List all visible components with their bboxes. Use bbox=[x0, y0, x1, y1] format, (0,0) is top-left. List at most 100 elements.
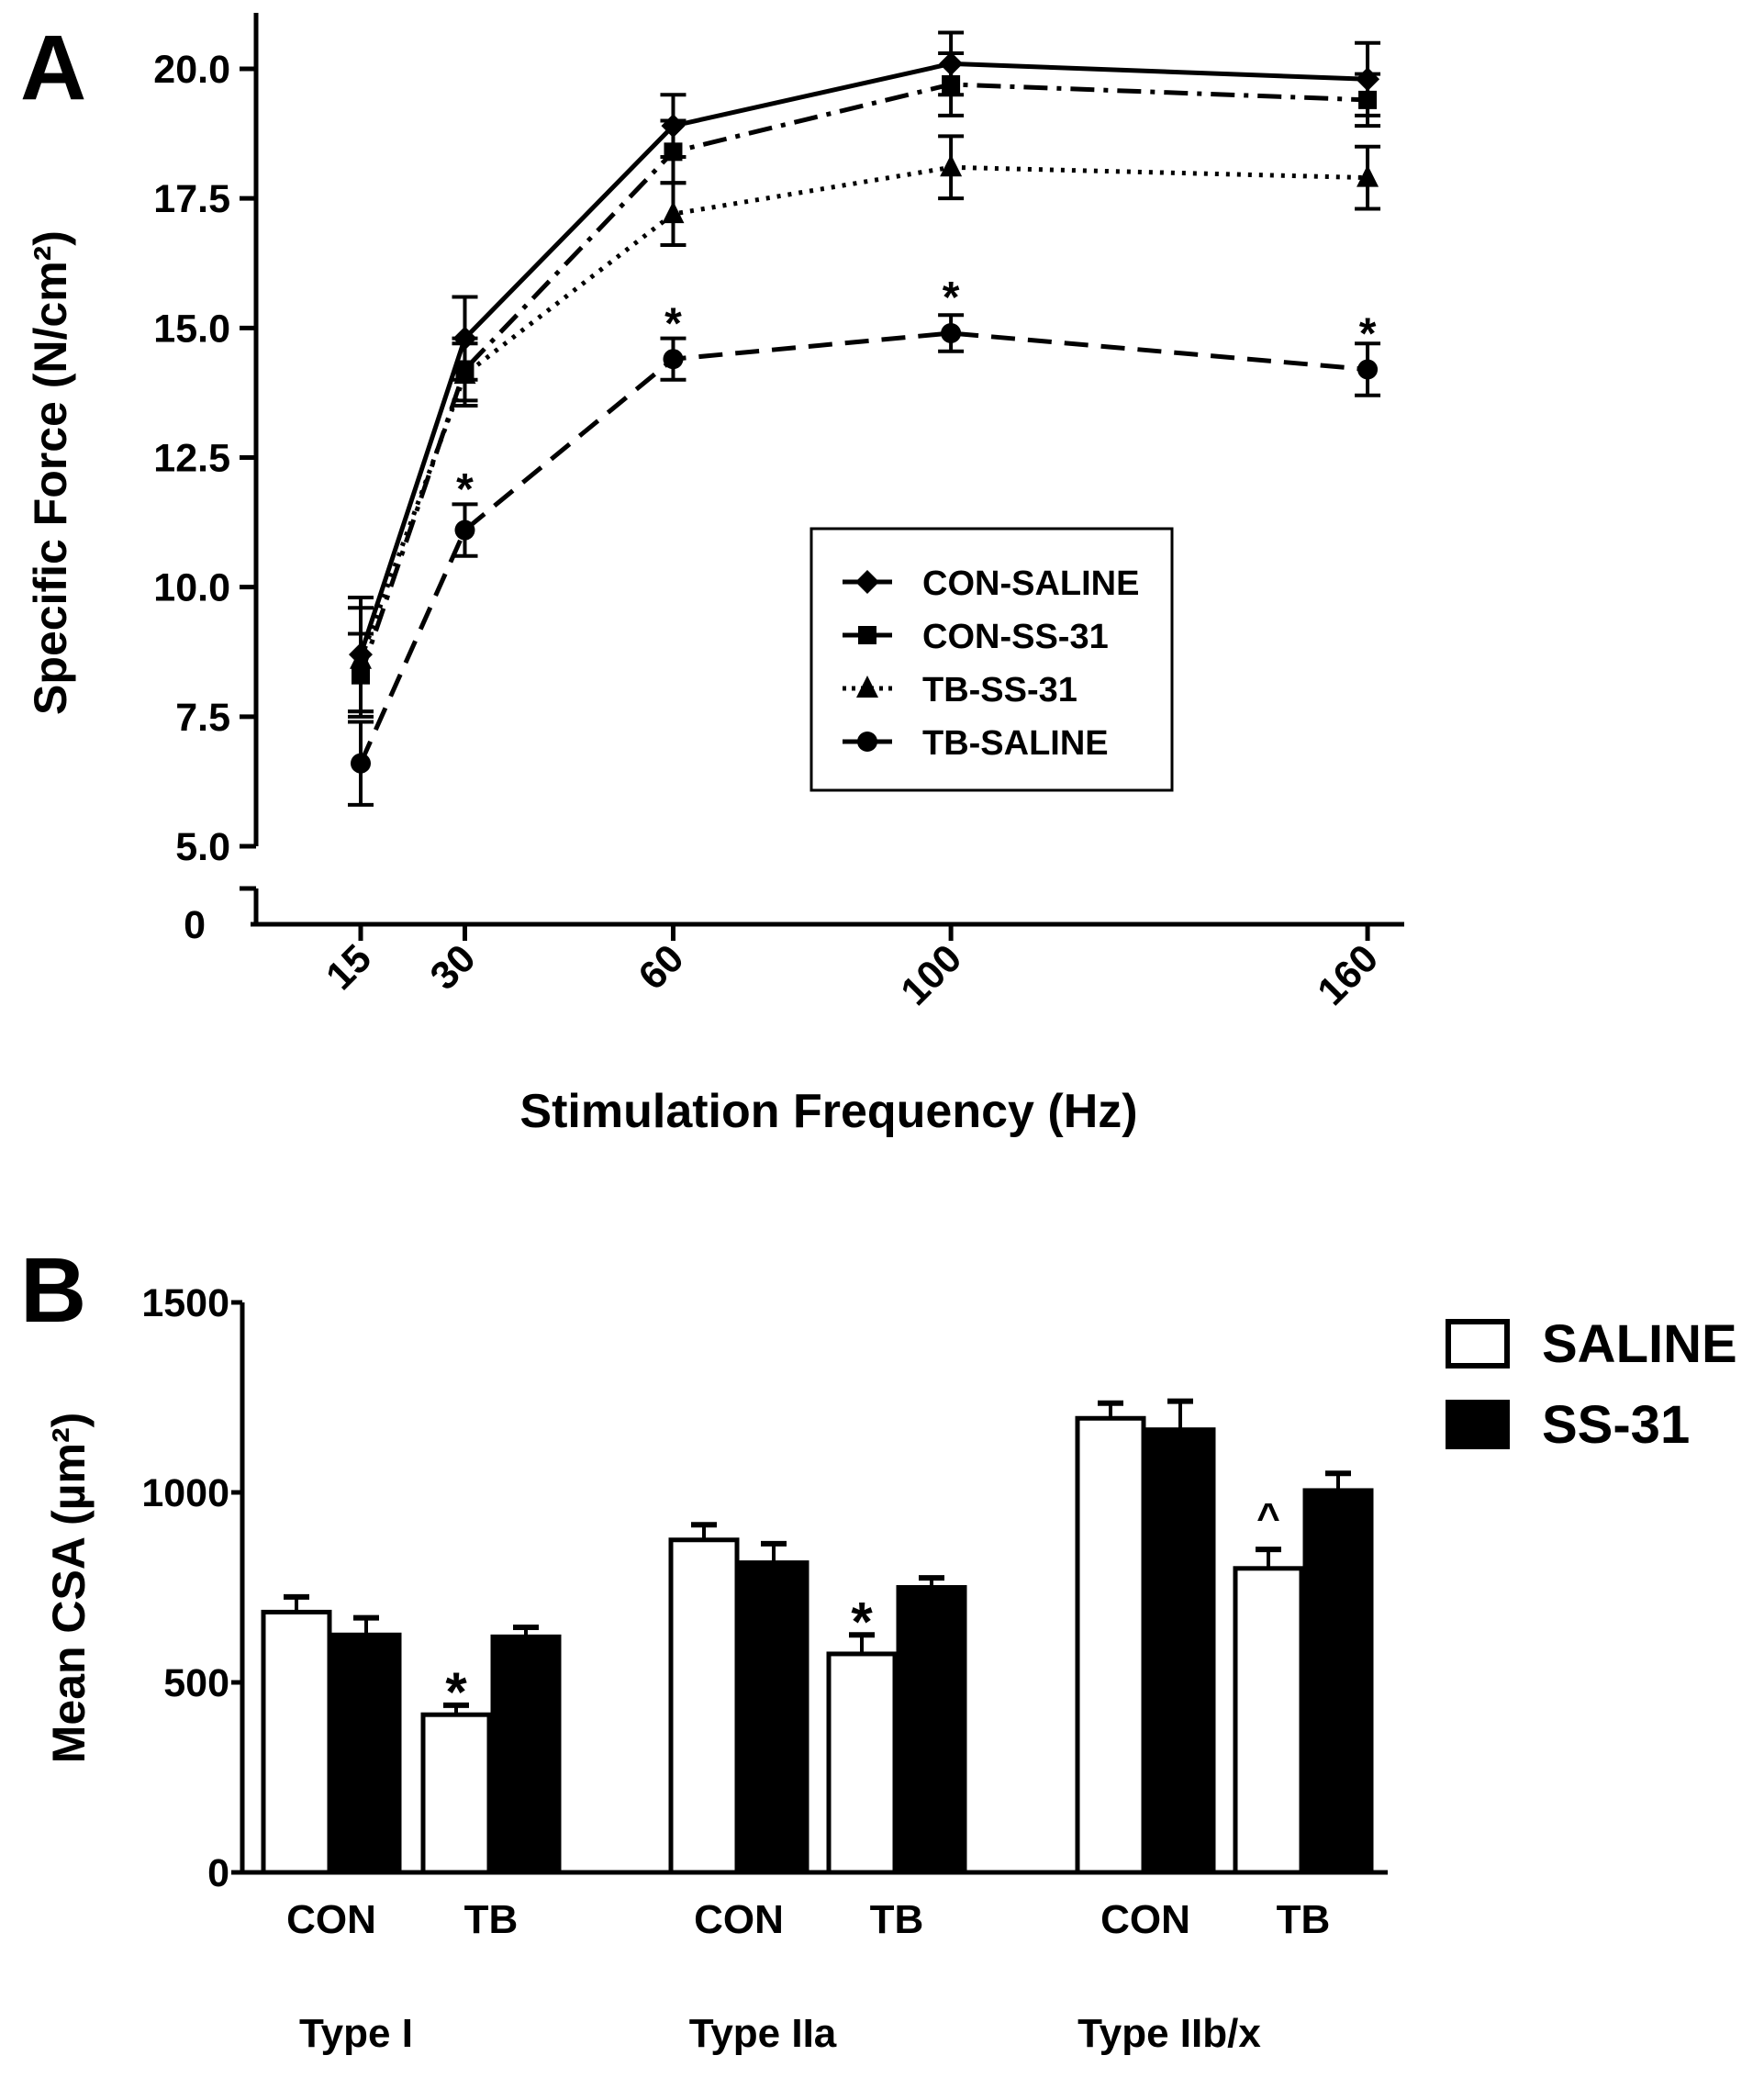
group-label: Type IIa bbox=[689, 2011, 837, 2056]
legend-marker bbox=[855, 570, 879, 594]
panel-b: B Mean CSA (µm²) 0 500 1000 1500 CON TB CON TB C… bbox=[20, 1239, 1737, 2056]
category-label: TB bbox=[464, 1897, 519, 1942]
bar-saline bbox=[1233, 1547, 1304, 1875]
y-tick-label-zero: 0 bbox=[184, 903, 206, 947]
significance-marker: * bbox=[943, 274, 960, 322]
data-point bbox=[1358, 90, 1378, 109]
category-label: CON bbox=[1100, 1897, 1190, 1942]
legend-marker bbox=[857, 732, 877, 752]
significance-marker: * bbox=[664, 299, 682, 348]
y-tick-label: 12.5 bbox=[153, 437, 230, 481]
data-point bbox=[1357, 359, 1379, 380]
x-tick-label: 30 bbox=[422, 936, 485, 999]
y-tick-label: 20.0 bbox=[153, 48, 230, 92]
legend-label: TB-SS-31 bbox=[922, 671, 1077, 709]
data-point bbox=[942, 74, 961, 94]
x-tick-label: 100 bbox=[893, 936, 971, 1014]
bar-ss-31 bbox=[1302, 1470, 1374, 1875]
legend-marker bbox=[858, 626, 876, 644]
data-point bbox=[663, 349, 684, 370]
bar-saline bbox=[420, 1702, 492, 1875]
panel-b-label: B bbox=[20, 1239, 86, 1342]
legend-item: TB-SS-31 bbox=[843, 671, 1077, 709]
y-tick-label: 5.0 bbox=[175, 825, 230, 869]
data-point bbox=[453, 362, 476, 385]
legend-label: SALINE bbox=[1542, 1314, 1737, 1374]
panel-b-legend: SALINE SS-31 bbox=[1446, 1314, 1737, 1455]
data-point bbox=[454, 519, 475, 541]
y-tick-label: 500 bbox=[163, 1661, 229, 1705]
legend-item: CON-SALINE bbox=[843, 564, 1139, 603]
category-label: TB bbox=[1277, 1897, 1331, 1942]
legend-label: SS-31 bbox=[1542, 1395, 1690, 1455]
legend-item: SS-31 bbox=[1446, 1395, 1690, 1455]
significance-marker: * bbox=[456, 465, 474, 514]
bar-ss-31 bbox=[738, 1540, 809, 1875]
y-tick-label: 17.5 bbox=[153, 177, 230, 221]
data-point bbox=[351, 753, 371, 774]
bar-saline bbox=[1075, 1400, 1146, 1875]
bar bbox=[1144, 1427, 1216, 1875]
bar bbox=[738, 1560, 809, 1875]
bar bbox=[668, 1537, 740, 1875]
data-point bbox=[664, 142, 683, 162]
significance-marker: * bbox=[1359, 310, 1377, 359]
bar bbox=[261, 1609, 332, 1875]
significance-marker: * bbox=[851, 1591, 873, 1652]
bar bbox=[1075, 1415, 1146, 1875]
series-tb-ss-31 bbox=[348, 134, 1381, 714]
bar-saline bbox=[261, 1593, 332, 1875]
panel-a: A Specific Force (N/cm²) Stimulation Fre… bbox=[20, 13, 1404, 1138]
panel-a-x-axis-title: Stimulation Frequency (Hz) bbox=[519, 1085, 1137, 1138]
data-point bbox=[662, 201, 685, 224]
legend-item: CON-SS-31 bbox=[843, 618, 1109, 656]
category-label: CON bbox=[286, 1897, 376, 1942]
category-label: CON bbox=[694, 1897, 784, 1942]
significance-marker: * bbox=[445, 1661, 467, 1723]
bar bbox=[420, 1712, 492, 1875]
legend-label: TB-SALINE bbox=[922, 724, 1109, 763]
legend-swatch bbox=[1446, 1319, 1510, 1368]
bar bbox=[896, 1585, 967, 1875]
data-point bbox=[1356, 164, 1379, 187]
series-tb-saline bbox=[348, 313, 1381, 807]
bar bbox=[330, 1632, 402, 1875]
data-point bbox=[350, 646, 372, 669]
y-tick-label: 0 bbox=[207, 1851, 229, 1895]
group-label: Type IIb/x bbox=[1077, 2011, 1261, 2056]
panel-a-label: A bbox=[20, 17, 86, 119]
y-tick-label: 7.5 bbox=[175, 696, 230, 740]
legend-swatch bbox=[1446, 1400, 1510, 1449]
bar-ss-31 bbox=[896, 1575, 967, 1875]
bar-ss-31 bbox=[1144, 1398, 1216, 1875]
legend-label: CON-SS-31 bbox=[922, 618, 1109, 656]
group-label: Type I bbox=[299, 2011, 413, 2056]
bar-ss-31 bbox=[330, 1614, 402, 1875]
x-tick-label: 15 bbox=[318, 936, 380, 999]
bar bbox=[826, 1651, 898, 1875]
legend-marker bbox=[856, 676, 878, 698]
data-point bbox=[940, 154, 963, 177]
panel-a-legend: CON-SALINE CON-SS-31 TB-SS-31 TB-SALINE bbox=[809, 527, 1174, 792]
legend-item: SALINE bbox=[1446, 1314, 1737, 1374]
legend-label: CON-SALINE bbox=[922, 564, 1139, 603]
bar bbox=[490, 1634, 562, 1875]
y-tick-label: 1000 bbox=[141, 1471, 229, 1515]
significance-marker: ^ bbox=[1256, 1495, 1280, 1540]
x-tick-label: 160 bbox=[1309, 936, 1387, 1014]
data-point bbox=[941, 322, 962, 343]
legend-item: TB-SALINE bbox=[843, 724, 1109, 763]
bar-ss-31 bbox=[490, 1624, 562, 1875]
y-tick-label: 10.0 bbox=[153, 566, 230, 610]
x-tick-label: 60 bbox=[631, 936, 693, 999]
panel-b-y-axis-title: Mean CSA (µm²) bbox=[43, 1413, 95, 1764]
bar bbox=[1233, 1566, 1304, 1875]
y-tick-label: 1500 bbox=[141, 1281, 229, 1325]
bar-saline bbox=[826, 1632, 898, 1875]
y-tick-label: 15.0 bbox=[153, 307, 230, 351]
category-label: TB bbox=[870, 1897, 924, 1942]
bar bbox=[1302, 1488, 1374, 1875]
bar-saline bbox=[668, 1522, 740, 1875]
panel-a-y-axis-title: Specific Force (N/cm²) bbox=[25, 230, 76, 715]
